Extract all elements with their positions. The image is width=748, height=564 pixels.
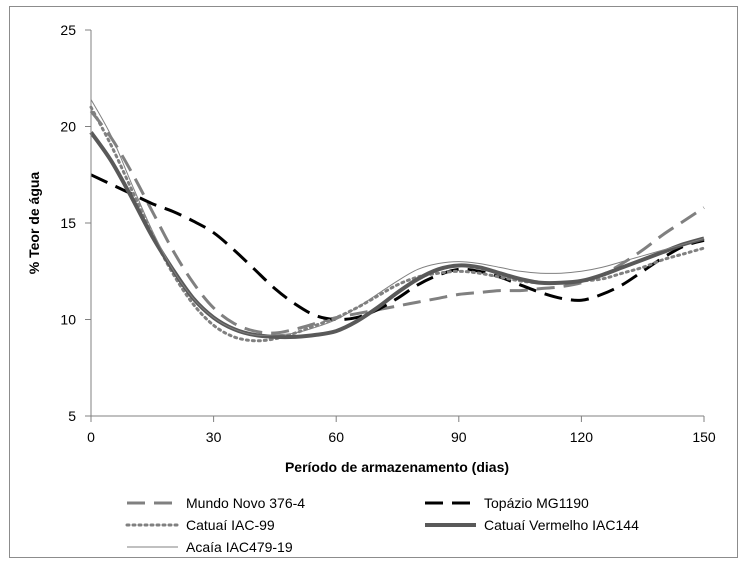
- legend-label-catuai-iac-99: Catuaí IAC-99: [186, 517, 275, 533]
- x-tick-label: 0: [87, 429, 95, 445]
- y-tick-label: 25: [60, 22, 76, 38]
- series-line-catuai-vermelho-iac144: [89, 131, 705, 340]
- legend-label-catuai-vermelho-iac144: Catuaí Vermelho IAC144: [484, 517, 639, 533]
- tick-marks: [85, 29, 705, 422]
- legend-label-acaia-iac479-19: Acaía IAC479-19: [186, 539, 293, 555]
- legend-label-mundo-novo-376-4: Mundo Novo 376-4: [186, 495, 305, 511]
- y-tick-label: 10: [60, 312, 76, 328]
- chart-frame: [9, 6, 738, 558]
- y-axis-title: % Teor de água: [26, 172, 42, 275]
- series-line-topazio-mg1190: [90, 173, 705, 322]
- x-tick-label: 60: [328, 429, 344, 445]
- tick-labels: 0 30 60 90 120 150 5 10 15 20 25: [60, 22, 715, 445]
- legend: Mundo Novo 376-4 Topázio MG1190 Catuaí IAC…: [125, 495, 639, 555]
- y-tick-label: 5: [68, 408, 76, 424]
- series-line-acaia-iac479-19: [90, 99, 705, 336]
- x-axis-title: Período de armazenamento (dias): [285, 459, 509, 475]
- series-line-catuai-iac-99: [89, 105, 706, 343]
- x-tick-label: 120: [570, 429, 594, 445]
- series-lines: [89, 99, 706, 343]
- axes: [90, 30, 704, 417]
- y-tick-label: 15: [60, 215, 76, 231]
- x-tick-label: 90: [451, 429, 467, 445]
- x-tick-label: 150: [692, 429, 716, 445]
- y-tick-label: 20: [60, 119, 76, 135]
- x-tick-label: 30: [206, 429, 222, 445]
- legend-label-topazio-mg1190: Topázio MG1190: [484, 495, 589, 511]
